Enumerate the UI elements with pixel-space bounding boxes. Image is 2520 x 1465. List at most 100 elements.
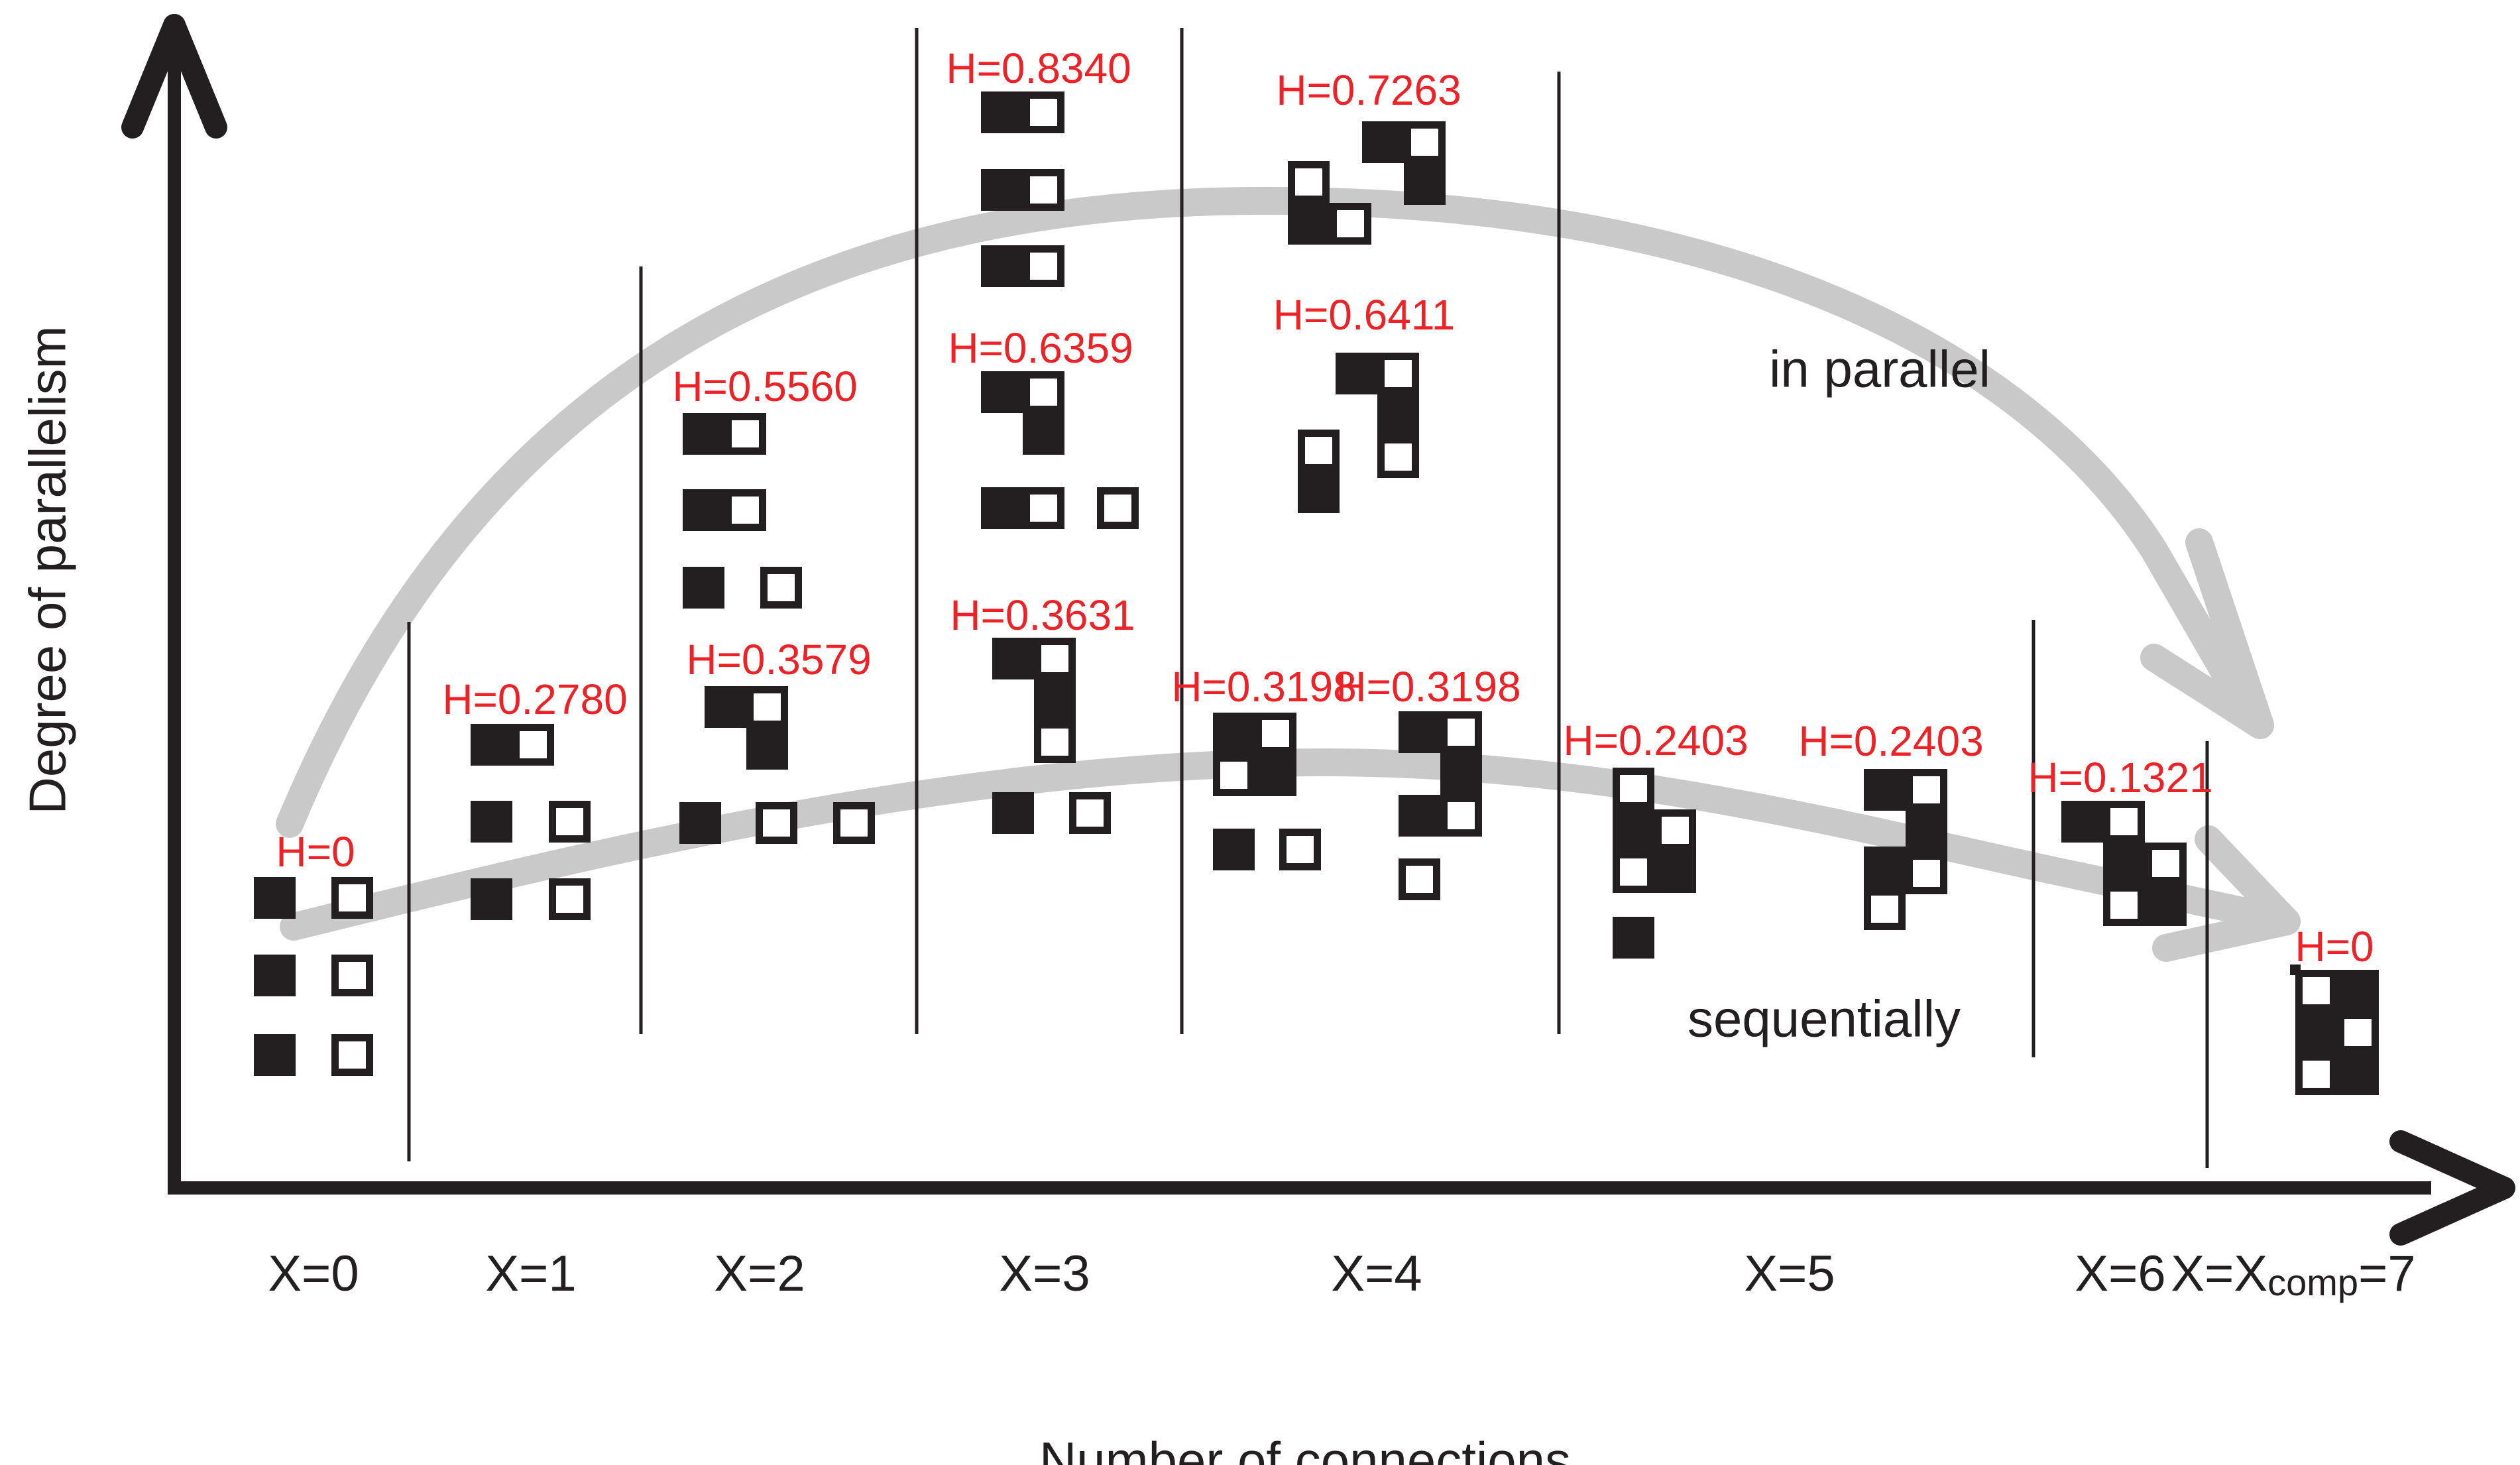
white-cell [331, 877, 373, 919]
white-cell [1613, 851, 1654, 893]
black-cell [992, 638, 1034, 679]
white-cell [1023, 91, 1064, 133]
x-axis-title: Number of connections [1039, 1431, 1572, 1465]
white-cell [1298, 430, 1340, 471]
black-cell [1213, 829, 1255, 870]
white-cell [2103, 801, 2145, 843]
white-cell [1404, 121, 1446, 163]
entropy-label: H=0.1321 [2028, 754, 2213, 801]
white-cell [1097, 487, 1139, 529]
x-tick-label: X=3 [999, 1246, 1090, 1302]
white-cell [1213, 754, 1255, 796]
black-cell [1613, 917, 1654, 959]
entropy-label: H=0.3631 [950, 591, 1135, 639]
black-cell [2337, 970, 2379, 1012]
white-cell [549, 878, 591, 920]
in-parallel-curve-arrowhead-barb [2185, 528, 2274, 739]
white-cell [2145, 843, 2187, 884]
entropy-label: H=0 [276, 828, 355, 876]
black-cell [1362, 121, 1404, 163]
white-cell [331, 955, 373, 996]
white-cell [1255, 713, 1296, 754]
entropy-label: H=0.5560 [672, 363, 858, 410]
white-cell [760, 567, 802, 609]
white-cell [2295, 970, 2337, 1012]
black-cell [981, 487, 1023, 529]
sequential-curve-arrowhead-barb [2152, 908, 2301, 962]
entropy-label: H=0.3579 [686, 636, 872, 683]
black-cell [992, 792, 1034, 834]
white-cell [1023, 371, 1064, 413]
black-cell [981, 169, 1023, 211]
white-cell [512, 724, 554, 766]
black-cell [683, 567, 724, 609]
x-tick-label: X=6 [2075, 1246, 2166, 1302]
black-cell [254, 877, 296, 919]
domino-config-7-0 [2290, 965, 2379, 1095]
sequentially-annotation: sequentially [1688, 989, 1961, 1048]
white-cell [1654, 809, 1696, 851]
white-cell [2295, 1053, 2337, 1095]
black-cell [1288, 203, 1330, 245]
white-cell [1023, 487, 1064, 529]
x-tick-subscript: comp [2267, 1261, 2359, 1303]
black-cell [1440, 753, 1482, 795]
x-tick-label: X=Xcomp=7 [2171, 1246, 2416, 1303]
white-cell [1377, 436, 1419, 478]
white-cell [746, 686, 788, 728]
white-cell [1034, 721, 1076, 763]
white-cell [1906, 769, 1947, 811]
black-cell [1298, 471, 1340, 513]
y-axis-arrowhead [163, 14, 227, 139]
white-cell [756, 802, 797, 844]
entropy-label: H=0.6411 [1273, 291, 1456, 339]
x-axis-arrowhead [2389, 1130, 2515, 1199]
black-cell [679, 802, 721, 844]
sequential-curve-arrowhead-barb [2195, 825, 2301, 935]
black-cell [2103, 843, 2145, 884]
black-cell [1023, 413, 1064, 455]
white-cell [1377, 353, 1419, 394]
black-cell [254, 1034, 296, 1076]
black-cell [2295, 1012, 2337, 1053]
white-cell [1864, 888, 1906, 930]
in-parallel-annotation: in parallel [1769, 339, 1990, 398]
black-cell [471, 801, 512, 843]
y-axis-arrowhead [121, 14, 186, 139]
white-cell [724, 413, 766, 455]
black-cell [1399, 711, 1440, 753]
white-cell [1279, 829, 1321, 870]
black-cell [1255, 754, 1296, 796]
white-cell [1023, 245, 1064, 287]
entropy-label: H=0.3198 [1171, 663, 1357, 711]
white-cell [1440, 795, 1482, 837]
black-cell [981, 371, 1023, 413]
black-cell [1864, 847, 1906, 888]
white-cell [1034, 638, 1076, 679]
x-tick-label: X=2 [714, 1246, 805, 1302]
white-cell [2103, 884, 2145, 926]
white-cell [549, 801, 591, 843]
black-cell [1377, 394, 1419, 436]
black-cell [1906, 811, 1947, 852]
white-cell [1069, 792, 1111, 834]
black-cell [254, 955, 296, 996]
black-cell [1654, 851, 1696, 893]
white-cell [1023, 169, 1064, 211]
black-cell [1399, 795, 1440, 837]
white-cell [724, 489, 766, 531]
black-cell [1034, 679, 1076, 721]
x-axis-arrowhead [2389, 1177, 2515, 1246]
black-cell [981, 245, 1023, 287]
black-cell [1213, 713, 1255, 754]
y-axis-title: Degree of parallelism [18, 325, 77, 815]
entropy-label: H=0.3198 [1336, 663, 1521, 711]
white-cell [1440, 711, 1482, 753]
entropy-label: H=0.2780 [442, 675, 628, 723]
entropy-label: H=0.8340 [946, 44, 1131, 92]
x-tick-label: X=0 [268, 1246, 359, 1302]
black-cell [683, 413, 724, 455]
black-cell [2337, 1053, 2379, 1095]
